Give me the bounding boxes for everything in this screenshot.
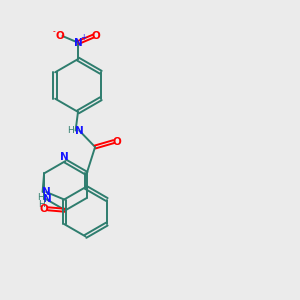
Text: H: H <box>67 126 74 135</box>
Text: O: O <box>113 136 122 147</box>
Text: N: N <box>75 125 84 136</box>
Text: N: N <box>74 38 82 48</box>
Text: +: + <box>80 33 87 42</box>
Text: O: O <box>56 31 65 41</box>
Text: N: N <box>43 194 52 205</box>
Text: O: O <box>91 31 100 41</box>
Text: H: H <box>37 194 44 202</box>
Text: N: N <box>60 152 69 162</box>
Text: O: O <box>39 204 48 214</box>
Text: -: - <box>52 27 56 36</box>
Text: H: H <box>38 200 45 209</box>
Text: N: N <box>42 187 51 197</box>
